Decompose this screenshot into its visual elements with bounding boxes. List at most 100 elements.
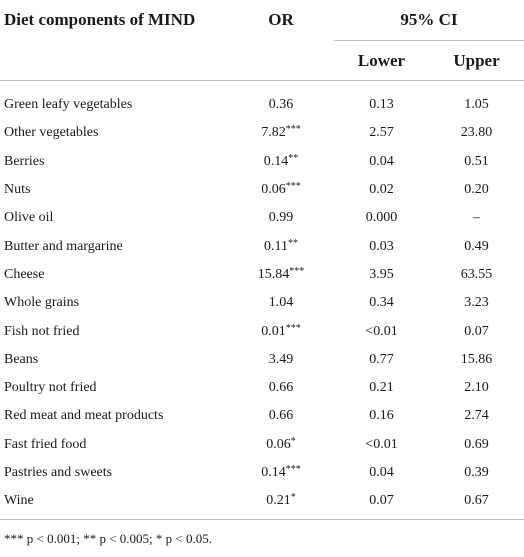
footnote: *** p < 0.001; ** p < 0.005; * p < 0.05.: [4, 531, 212, 547]
significance-marker: ***: [285, 181, 301, 193]
odds-ratio: 0.01***: [228, 317, 334, 345]
odds-ratio: 0.99: [228, 204, 334, 232]
mind-diet-table: Diet components of MIND OR 95% CI Lower …: [0, 0, 524, 521]
odds-ratio: 1.04: [228, 289, 334, 317]
ci-lower: 0.07: [334, 487, 429, 521]
odds-ratio-value: 0.36: [268, 97, 294, 113]
ci-upper: 0.39: [464, 465, 489, 480]
significance-marker: **: [288, 152, 299, 164]
significance-marker: ***: [285, 322, 301, 334]
ci-lower: <0.01: [365, 323, 398, 339]
ci-lower: 0.13: [369, 97, 394, 113]
odds-ratio: 0.36: [228, 81, 334, 120]
odds-ratio-value: 0.06: [261, 182, 286, 198]
significance-marker: *: [290, 435, 296, 447]
component-name: Green leafy vegetables: [4, 97, 133, 113]
table-row: Whole grains 1.04 0.34 3.23: [0, 289, 524, 317]
odds-ratio-value: 0.66: [268, 380, 294, 396]
odds-ratio-value: 0.14: [261, 465, 286, 480]
significance-marker: *: [290, 492, 296, 504]
table-row: Poultry not fried 0.66 0.21 2.10: [0, 374, 524, 402]
odds-ratio: 15.84***: [228, 261, 334, 289]
odds-ratio: 0.66: [228, 374, 334, 402]
ci-upper: 0.67: [429, 487, 524, 521]
component-name: Red meat and meat products: [4, 408, 164, 424]
component-name: Poultry not fried: [4, 380, 97, 396]
odds-ratio: 0.66: [228, 402, 334, 430]
table-row: Cheese 15.84*** 3.95 63.55: [0, 261, 524, 289]
ci-upper: 1.05: [464, 97, 489, 113]
table-row: Fish not fried 0.01*** <0.01 0.07: [0, 317, 524, 345]
odds-ratio-value: 0.66: [268, 408, 294, 424]
odds-ratio: 0.14***: [228, 459, 334, 487]
component-name: Fish not fried: [4, 323, 80, 339]
ci-lower: 0.04: [369, 153, 394, 169]
component-name: Whole grains: [4, 295, 80, 311]
odds-ratio: 0.21*: [228, 487, 334, 521]
table-row: Wine 0.21* 0.07 0.67: [0, 487, 524, 521]
odds-ratio-value: 0.11: [264, 238, 288, 254]
odds-ratio-value: 0.06: [266, 436, 291, 452]
odds-ratio: 0.06***: [228, 176, 334, 204]
odds-ratio: 0.11**: [228, 232, 334, 260]
component-name: Berries: [4, 153, 45, 169]
component-name: Other vegetables: [4, 125, 99, 141]
ci-lower: 0.34: [369, 295, 394, 311]
component-name: Cheese: [4, 266, 45, 282]
ci-lower: <0.01: [365, 436, 398, 452]
header-or: OR: [268, 10, 294, 29]
odds-ratio: 7.82***: [228, 119, 334, 147]
odds-ratio-value: 3.49: [268, 351, 294, 367]
table-row: Pastries and sweets 0.14*** 0.04 0.39: [0, 459, 524, 487]
ci-lower: 0.000: [365, 210, 398, 226]
ci-lower: 0.21: [369, 380, 394, 396]
ci-upper: 23.80: [460, 125, 493, 141]
component-name: Pastries and sweets: [4, 465, 113, 480]
ci-upper: 3.23: [464, 295, 489, 311]
component-name: Wine: [0, 487, 228, 521]
header-component: Diet components of MIND: [4, 10, 196, 29]
odds-ratio-value: 1.04: [268, 295, 294, 311]
ci-upper: 63.55: [460, 266, 493, 282]
odds-ratio-value: 0.14: [263, 153, 289, 169]
ci-lower: 0.03: [369, 238, 394, 254]
significance-marker: ***: [289, 265, 305, 277]
header-lower: Lower: [357, 50, 406, 70]
table-body: Green leafy vegetables 0.36 0.13 1.05 Other …: [0, 81, 524, 521]
ci-upper: 0.07: [464, 323, 489, 339]
header-ci: 95% CI: [334, 0, 524, 41]
table-row: Fast fried food 0.06* <0.01 0.69: [0, 431, 524, 459]
odds-ratio-value: 0.99: [268, 210, 294, 226]
table-row: Other vegetables 7.82*** 2.57 23.80: [0, 119, 524, 147]
table-row: Butter and margarine 0.11** 0.03 0.49: [0, 232, 524, 260]
odds-ratio-value: 0.21: [266, 493, 291, 509]
ci-lower: 0.02: [369, 182, 394, 198]
odds-ratio-value: 15.84: [257, 266, 290, 282]
table-row: Beans 3.49 0.77 15.86: [0, 346, 524, 374]
ci-lower: 2.57: [369, 125, 394, 141]
significance-marker: ***: [285, 464, 301, 475]
ci-upper: 0.69: [464, 436, 489, 452]
table-row: Green leafy vegetables 0.36 0.13 1.05: [0, 81, 524, 120]
ci-upper: 0.51: [464, 153, 489, 169]
odds-ratio-value: 0.01: [261, 323, 286, 339]
ci-lower: 0.77: [369, 351, 394, 367]
ci-upper: 2.74: [464, 408, 489, 424]
ci-lower: 3.95: [369, 266, 394, 282]
odds-ratio: 3.49: [228, 346, 334, 374]
component-name: Fast fried food: [4, 436, 87, 452]
table-row: Red meat and meat products 0.66 0.16 2.74: [0, 402, 524, 430]
table-row: Berries 0.14** 0.04 0.51: [0, 148, 524, 176]
component-name: Olive oil: [4, 210, 54, 226]
ci-upper: –: [473, 210, 480, 226]
odds-ratio-value: 7.82: [261, 125, 286, 141]
ci-upper: 15.86: [460, 351, 493, 367]
ci-lower: 0.04: [369, 465, 394, 480]
table-row: Olive oil 0.99 0.000 –: [0, 204, 524, 232]
component-name: Butter and margarine: [4, 238, 123, 254]
ci-upper: 0.20: [464, 182, 489, 198]
significance-marker: ***: [285, 124, 301, 136]
header-upper: Upper: [453, 50, 500, 70]
significance-marker: **: [287, 237, 298, 249]
